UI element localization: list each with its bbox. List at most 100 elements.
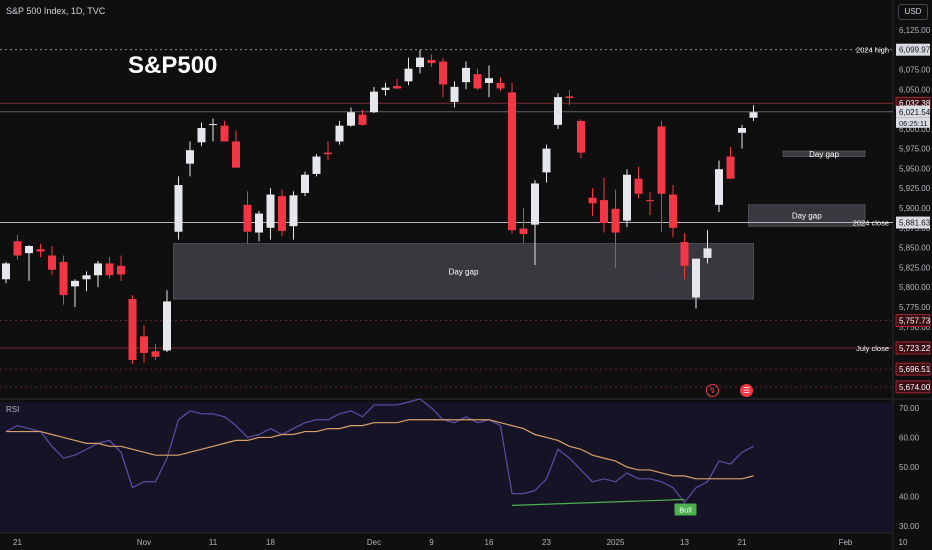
time-tick-label: 16 xyxy=(485,538,494,547)
candle-body xyxy=(416,57,424,68)
price-badge xyxy=(896,216,930,229)
bull-badge-label: Bull xyxy=(679,506,692,515)
rsi-label: RSI xyxy=(6,405,20,414)
rsi-tick-label: 60.00 xyxy=(899,433,920,442)
candle-body xyxy=(209,124,217,126)
rsi-tick-label: 50.00 xyxy=(899,463,920,472)
candle-body xyxy=(36,249,45,252)
candle-body xyxy=(301,174,309,193)
price-tick-label: 5,950.00 xyxy=(899,164,931,173)
candle-body xyxy=(243,204,252,232)
chart-big-title: S&P500 xyxy=(128,52,218,79)
candle-body xyxy=(105,263,114,276)
price-tick-label: 6,075.00 xyxy=(899,65,931,74)
day-gap-zone xyxy=(782,150,866,157)
price-badge-label: 5,674.00 xyxy=(899,383,931,392)
candle-body xyxy=(347,112,355,126)
candle-body xyxy=(393,86,401,89)
candle-body xyxy=(13,241,22,256)
candle-body xyxy=(404,68,413,82)
price-badge-label: 5,723.22 xyxy=(899,344,931,353)
lightning-icon[interactable]: ↯ xyxy=(706,384,719,397)
bull-divergence-line xyxy=(511,498,685,507)
candle-body xyxy=(140,336,148,353)
price-badge xyxy=(895,314,931,327)
candle-body xyxy=(163,301,171,351)
candle-body xyxy=(462,67,470,83)
candle-body xyxy=(197,128,206,143)
candle-body xyxy=(542,148,551,173)
candle-body xyxy=(600,200,608,224)
candle-body xyxy=(692,258,700,298)
time-tick-label: Dec xyxy=(367,538,381,547)
candle-body xyxy=(220,125,229,142)
day-gap-zone xyxy=(748,204,866,227)
price-tick-label: 5,800.00 xyxy=(899,283,931,292)
candle-body xyxy=(94,263,102,276)
price-tick-label: 6,125.00 xyxy=(899,26,931,35)
candle-body xyxy=(450,86,459,102)
time-tick-label: 13 xyxy=(680,538,689,547)
candle-body xyxy=(669,194,677,228)
candle-body xyxy=(519,228,528,235)
time-tick-label: 11 xyxy=(209,538,218,547)
rsi-tick-label: 40.00 xyxy=(899,493,920,502)
price-tick-label: 5,900.00 xyxy=(899,204,931,213)
price-badge xyxy=(895,362,931,376)
price-badge xyxy=(895,341,931,355)
level-line-label: 2024 close xyxy=(853,219,889,228)
level-line-label: 2024 high xyxy=(856,46,889,55)
price-badge-label: 6,099.97 xyxy=(899,46,931,55)
price-badge xyxy=(896,43,930,56)
time-tick-label: 9 xyxy=(429,538,434,547)
rsi-line xyxy=(5,398,754,504)
candle-body xyxy=(680,242,689,266)
candle-body xyxy=(289,195,298,227)
day-gap-label: Day gap xyxy=(792,212,822,221)
price-tick-label: 5,825.00 xyxy=(899,263,931,272)
price-badge-label: 5,881.63 xyxy=(899,219,931,228)
day-gap-label: Day gap xyxy=(809,150,839,159)
price-badge-label: 5,696.51 xyxy=(899,365,931,374)
candle-body xyxy=(71,280,79,287)
symbol-title: S&P 500 Index, 1D, TVC xyxy=(6,6,106,16)
candle-body xyxy=(496,82,505,89)
candle-body xyxy=(473,74,482,89)
event-flag-icon[interactable]: ☰ xyxy=(740,384,753,397)
currency-button[interactable]: USD xyxy=(898,4,928,20)
candle-body xyxy=(531,183,539,225)
level-line-label: July close xyxy=(856,344,889,353)
candle-body xyxy=(59,261,68,296)
time-tick-label: 21 xyxy=(738,538,747,547)
time-tick-label: 23 xyxy=(542,538,551,547)
bull-badge xyxy=(674,503,697,516)
rsi-panel-background xyxy=(0,402,893,532)
price-badge-label: 5,757.73 xyxy=(899,317,931,326)
candle-body xyxy=(335,125,344,142)
day-gap-zone xyxy=(173,243,754,300)
candle-body xyxy=(312,156,321,174)
day-gap-label: Day gap xyxy=(449,267,479,276)
candle-body xyxy=(186,150,194,164)
candle-body xyxy=(703,248,712,258)
candle-body xyxy=(508,92,516,231)
time-tick-label: 10 xyxy=(899,538,908,547)
candle-body xyxy=(255,213,263,233)
candle-body xyxy=(623,174,631,221)
price-badge-label: 6,032.38 xyxy=(899,99,931,108)
candle-body xyxy=(82,275,91,280)
candle-body xyxy=(588,197,597,204)
price-tick-label: 6,050.00 xyxy=(899,85,931,94)
candle-body xyxy=(358,114,367,125)
candle-body xyxy=(634,178,643,194)
time-tick-label: Nov xyxy=(137,538,151,547)
price-badge xyxy=(896,105,930,118)
candle-body xyxy=(577,120,585,153)
candle-body xyxy=(174,185,183,232)
candle-body xyxy=(278,196,286,231)
time-tick-label: Feb xyxy=(839,538,853,547)
candle-body xyxy=(646,200,654,202)
candle-body xyxy=(128,299,137,360)
rsi-tick-label: 70.00 xyxy=(899,404,920,413)
